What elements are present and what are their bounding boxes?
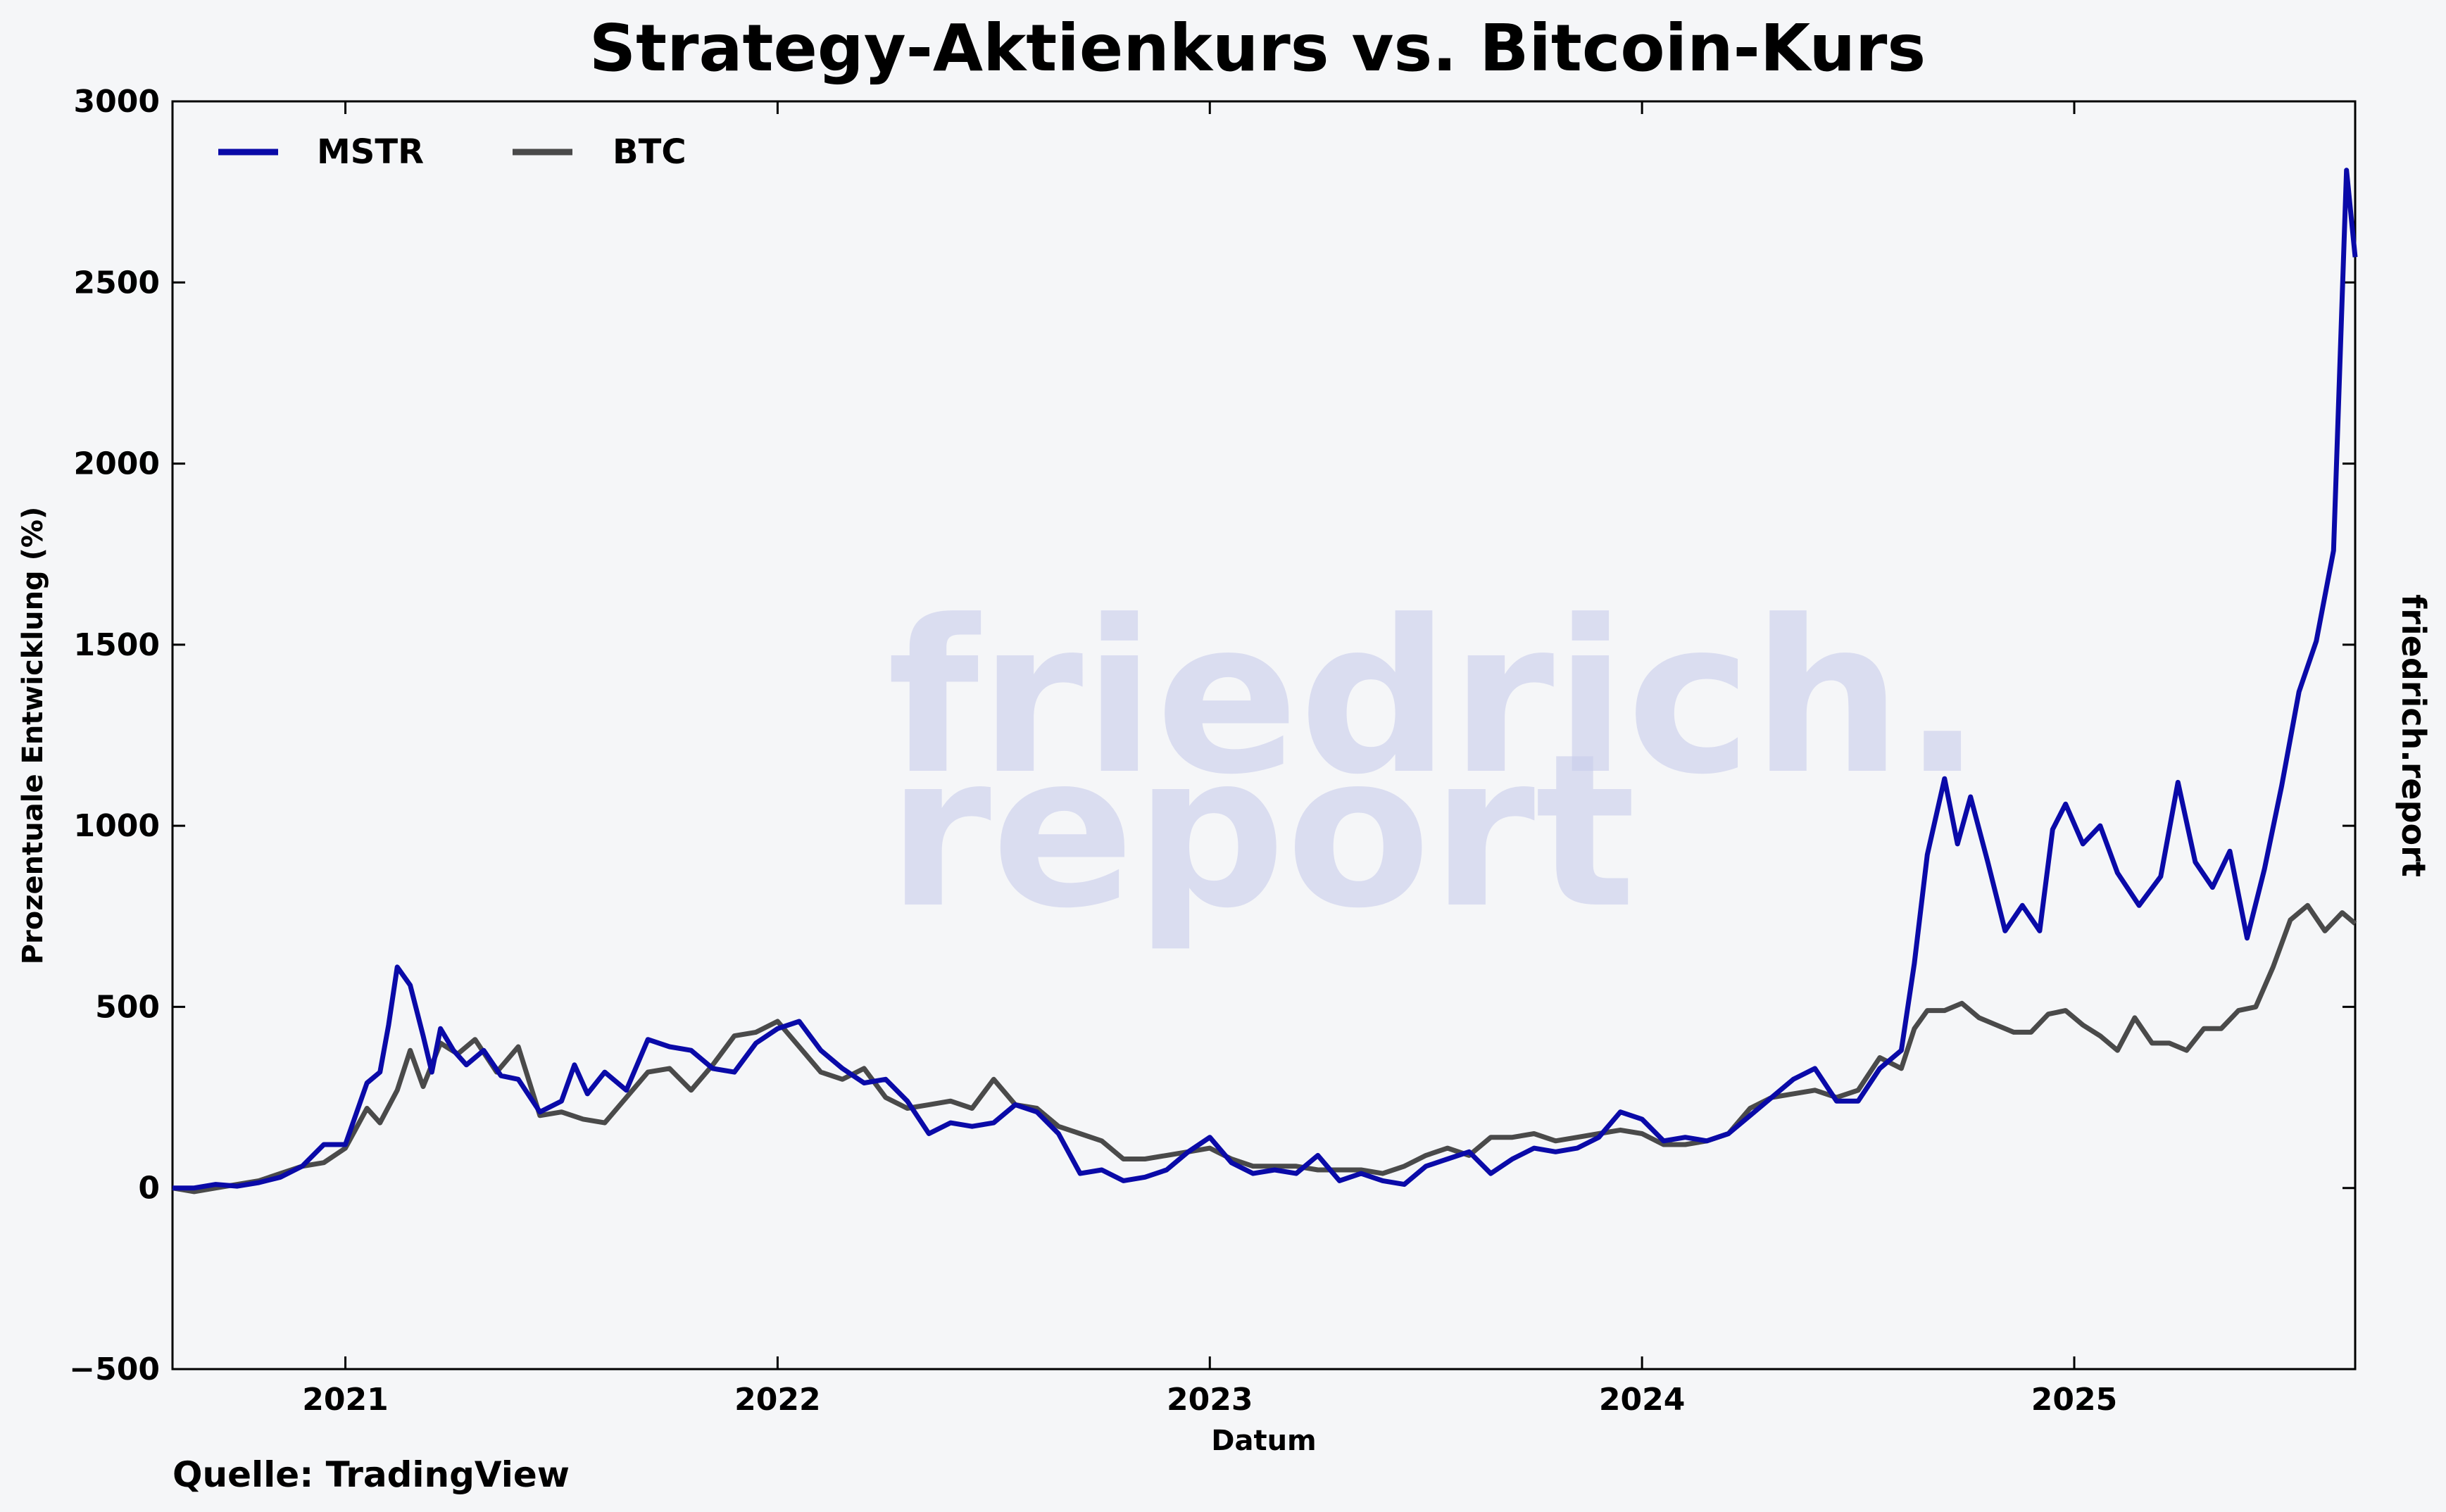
y-tick-label: 2000 (74, 446, 160, 482)
x-tick-label: 2025 (2031, 1382, 2117, 1418)
side-brand: friedrich.report (2395, 594, 2433, 877)
x-tick-label: 2022 (734, 1382, 820, 1418)
x-axis: 2021 2022 2023 2024 2025 (302, 101, 2117, 1418)
y-axis: −500 0 500 1000 1500 2000 2500 3000 (69, 84, 2355, 1387)
chart-title: Strategy-Aktienkurs vs. Bitcoin-Kurs (589, 11, 1926, 86)
y-axis-label: Prozentuale Entwicklung (%) (17, 507, 49, 965)
y-tick-label: −500 (69, 1352, 160, 1387)
legend-label-btc: BTC (613, 132, 686, 172)
plot-frame (171, 100, 2357, 1371)
x-axis-label: Datum (1211, 1425, 1316, 1457)
x-tick-label: 2023 (1167, 1382, 1253, 1418)
y-tick-label: 1500 (74, 627, 160, 663)
source-note: Quelle: TradingView (173, 1454, 570, 1495)
series-line-mstr (173, 168, 2358, 1191)
y-tick-label: 3000 (74, 84, 160, 120)
y-tick-label: 0 (138, 1171, 160, 1207)
x-tick-label: 2024 (1599, 1382, 1685, 1418)
y-tick-label: 1000 (74, 808, 160, 844)
y-tick-label: 2500 (74, 265, 160, 301)
y-tick-label: 500 (95, 989, 160, 1025)
series-line-btc (172, 902, 2357, 1195)
watermark-line1: friedrich. (887, 575, 1983, 821)
legend: MSTR BTC (218, 132, 686, 172)
x-tick-label: 2021 (302, 1382, 388, 1418)
watermark-line2: report (887, 709, 1636, 955)
series-layer (172, 168, 2358, 1195)
legend-label-mstr: MSTR (317, 132, 424, 172)
